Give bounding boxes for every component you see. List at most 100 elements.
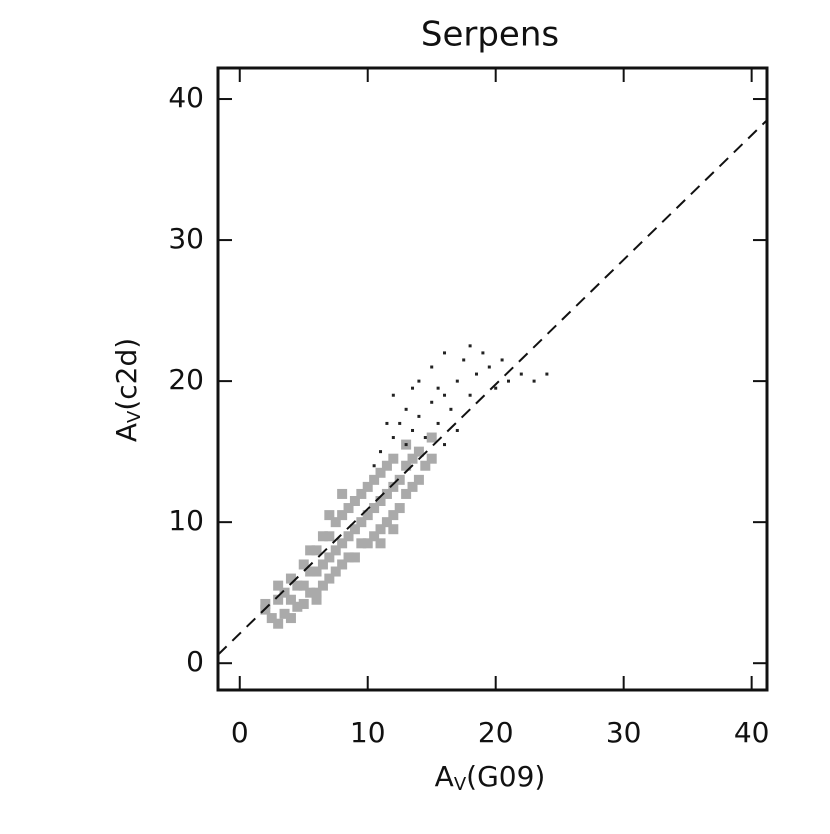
point [388, 453, 399, 464]
point [260, 598, 271, 609]
point [381, 460, 392, 471]
point [375, 538, 386, 549]
point [420, 460, 431, 471]
point [292, 601, 303, 612]
point [443, 393, 447, 397]
point [413, 446, 424, 457]
x-axis-label: AV(G09) [435, 760, 546, 795]
point [343, 552, 354, 563]
point [532, 379, 536, 383]
point [330, 517, 341, 528]
x-tick-label: 40 [734, 716, 770, 749]
point [407, 481, 418, 492]
point [381, 517, 392, 528]
point [349, 496, 360, 507]
point [468, 393, 472, 397]
point [404, 443, 408, 447]
y-tick-label: 10 [168, 504, 204, 537]
point [324, 552, 335, 563]
point [317, 559, 328, 570]
point [372, 464, 376, 468]
point [311, 566, 322, 577]
point [462, 358, 466, 362]
point [407, 453, 418, 464]
y-tick-label: 20 [168, 363, 204, 396]
point [375, 496, 386, 507]
point [506, 379, 510, 383]
point [388, 481, 399, 492]
point [369, 531, 380, 542]
point [494, 386, 498, 390]
point [292, 580, 303, 591]
point [343, 531, 354, 542]
point [391, 436, 395, 440]
x-label-sub: V [454, 774, 467, 795]
point [430, 365, 434, 369]
y-tick-label: 30 [168, 222, 204, 255]
plot-frame [216, 66, 769, 692]
point [519, 372, 523, 376]
point [337, 488, 348, 499]
point [266, 613, 277, 624]
point [356, 517, 367, 528]
point [349, 552, 360, 563]
point [298, 580, 309, 591]
point [375, 467, 386, 478]
point [362, 481, 373, 492]
point [285, 594, 296, 605]
x-tick-label: 30 [606, 716, 642, 749]
point [324, 510, 335, 521]
point [388, 524, 399, 535]
point [413, 474, 424, 485]
point [394, 503, 405, 514]
point [394, 474, 405, 485]
point [369, 474, 380, 485]
point [401, 488, 412, 499]
point [305, 566, 316, 577]
point [317, 580, 328, 591]
point [273, 618, 284, 629]
point [436, 421, 440, 425]
y-tick-label: 0 [186, 645, 204, 678]
point [411, 428, 415, 432]
x-tick-label: 20 [478, 716, 514, 749]
point [279, 608, 290, 619]
y-label-rest: (c2d) [110, 338, 143, 411]
point [455, 428, 459, 432]
point [379, 450, 383, 454]
point [330, 566, 341, 577]
point [337, 510, 348, 521]
point [311, 545, 322, 556]
point [468, 344, 472, 348]
point [285, 573, 296, 584]
point [455, 379, 459, 383]
point [349, 524, 360, 535]
x-tick-label: 10 [350, 716, 386, 749]
chart-title: Serpens [421, 15, 559, 55]
point [436, 386, 440, 390]
point [449, 407, 453, 411]
point [324, 531, 335, 542]
point [417, 379, 421, 383]
point [411, 386, 415, 390]
point [388, 510, 399, 521]
reference-line [217, 119, 768, 656]
point [285, 613, 296, 624]
point [362, 510, 373, 521]
point [475, 372, 479, 376]
point [545, 372, 549, 376]
point [398, 421, 402, 425]
point [443, 443, 447, 447]
point [369, 503, 380, 514]
point [311, 594, 322, 605]
point [273, 594, 284, 605]
y-tick-label: 40 [168, 81, 204, 114]
point [273, 580, 284, 591]
point [481, 351, 485, 355]
y-axis-label: AV(c2d) [110, 338, 145, 442]
point [426, 432, 437, 443]
point [298, 598, 309, 609]
point [375, 524, 386, 535]
point [417, 414, 421, 418]
point [337, 559, 348, 570]
